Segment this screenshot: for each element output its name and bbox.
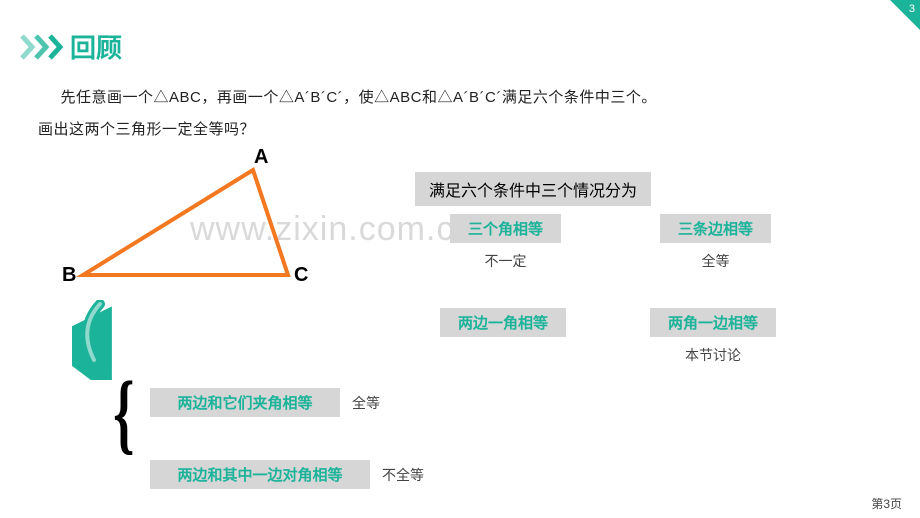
condition-col-1: 三个角相等 不一定 xyxy=(450,214,561,271)
body-text: 先任意画一个△ABC，再画一个△A´B´C´，使△ABC和△A´B´C´满足六个… xyxy=(38,82,882,145)
subcase-row-2: 两边和其中一边对角相等 不全等 xyxy=(150,460,424,489)
conditions-heading: 满足六个条件中三个情况分为 xyxy=(415,172,651,206)
subcase-row-1: 两边和它们夹角相等 全等 xyxy=(150,388,380,417)
condition-note: 不一定 xyxy=(485,251,527,271)
condition-box: 两角一边相等 xyxy=(650,308,776,337)
condition-col-3: 两边一角相等 xyxy=(440,308,566,337)
vertex-a: A xyxy=(254,146,268,169)
condition-note: 全等 xyxy=(702,251,730,271)
slide-title: 回顾 xyxy=(70,28,122,65)
subcase-note: 全等 xyxy=(352,393,380,413)
condition-note: 本节讨论 xyxy=(685,345,741,365)
page-corner-number: 3 xyxy=(909,3,915,15)
subcase-box: 两边和其中一边对角相等 xyxy=(150,460,370,489)
footer-page: 第3页 xyxy=(871,495,902,512)
slide: 3 回顾 先任意画一个△ABC，再画一个△A´B´C´，使△ABC和△A´B´C… xyxy=(0,0,920,518)
vertex-c: C xyxy=(294,264,308,287)
chevron-icon xyxy=(48,34,68,60)
condition-col-4: 两角一边相等 本节讨论 xyxy=(650,308,776,365)
condition-box: 三条边相等 xyxy=(660,214,771,243)
brace-icon: { xyxy=(113,362,134,465)
chevron-group xyxy=(20,34,62,60)
page-corner xyxy=(890,0,920,30)
vertex-b: B xyxy=(62,264,76,287)
condition-box: 两边一角相等 xyxy=(440,308,566,337)
subcase-box: 两边和它们夹角相等 xyxy=(150,388,340,417)
condition-box: 三个角相等 xyxy=(450,214,561,243)
slide-header: 回顾 xyxy=(20,28,122,65)
condition-col-2: 三条边相等 全等 xyxy=(660,214,771,271)
body-line-1: 先任意画一个△ABC，再画一个△A´B´C´，使△ABC和△A´B´C´满足六个… xyxy=(38,82,882,114)
subcase-note: 不全等 xyxy=(382,465,424,485)
body-line-2: 画出这两个三角形一定全等吗？ xyxy=(38,114,882,146)
conditions-heading-wrap: 满足六个条件中三个情况分为 xyxy=(415,172,651,206)
